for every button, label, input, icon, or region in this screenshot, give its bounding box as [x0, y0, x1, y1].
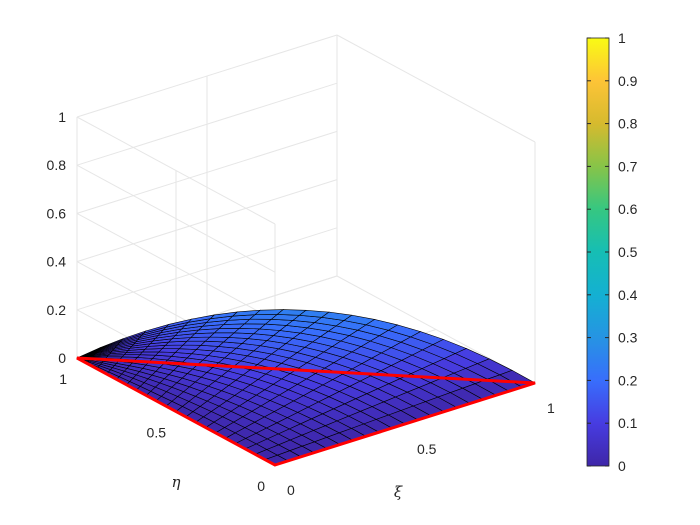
surface-mesh [76, 309, 536, 466]
top-right-edge [336, 34, 536, 143]
back-wall-gridline [76, 34, 338, 118]
z-tick-label: 0 [58, 350, 66, 366]
x-tick-label: 1 [547, 400, 555, 416]
colorbar-tick-label: 0.5 [618, 244, 638, 260]
colorbar-tick-label: 0.8 [618, 116, 638, 132]
surface-patch [121, 354, 141, 358]
domain-triangle-boundary [76, 356, 536, 467]
colorbar-tick-label: 0.6 [618, 201, 638, 217]
side-wall-gridline [76, 116, 276, 225]
z-tick-label: 0.8 [47, 157, 67, 173]
colorbar-tick-label: 0.2 [618, 372, 638, 388]
colorbar-tick-label: 1 [618, 30, 626, 46]
side-wall-gridline [76, 212, 276, 321]
colorbar-tick-label: 0.3 [618, 330, 638, 346]
colorbar-tick-label: 0.9 [618, 73, 638, 89]
y-tick-label: 0 [257, 478, 265, 494]
z-tick-label: 1 [58, 109, 66, 125]
x-tick-label: 0 [287, 482, 295, 498]
colorbar-tick-label: 0.4 [618, 287, 638, 303]
colorbar-tick-label: 0.7 [618, 158, 638, 174]
colorbar-tick-label: 0.1 [618, 415, 638, 431]
z-tick-label: 0.6 [47, 205, 67, 221]
y-axis-label: η [172, 473, 181, 491]
back-wall-gridline [76, 179, 338, 263]
y-tick-label: 1 [59, 371, 67, 387]
colorbar-tick-label: 0 [618, 458, 626, 474]
side-wall-gridline [76, 164, 276, 273]
back-wall-gridline [76, 227, 338, 311]
back-wall-gridline [76, 82, 338, 166]
domain-triangle [76, 356, 536, 467]
x-axis-label: ξ [394, 483, 403, 501]
axis-tick-labels: 0 0.5 1 0 0.5 1 0 0.2 0.4 0.6 0.8 1 [47, 109, 555, 498]
colorbar-ticks: 0 0.1 0.2 0.3 0.4 0.5 0.6 0.7 0.8 0.9 1 [587, 30, 638, 474]
colorbar: 0 0.1 0.2 0.3 0.4 0.5 0.6 0.7 0.8 0.9 1 [586, 30, 638, 474]
y-tick-label: 0.5 [147, 425, 167, 441]
z-tick-label: 0.4 [47, 254, 67, 270]
x-tick-label: 0.5 [417, 441, 437, 457]
back-wall-gridline [76, 130, 338, 214]
z-tick-label: 0.2 [47, 302, 67, 318]
